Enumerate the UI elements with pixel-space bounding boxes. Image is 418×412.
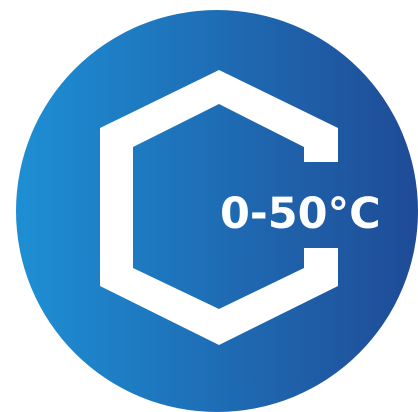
badge-circle <box>16 10 418 412</box>
temperature-range-label: 0-50°C <box>220 189 381 239</box>
